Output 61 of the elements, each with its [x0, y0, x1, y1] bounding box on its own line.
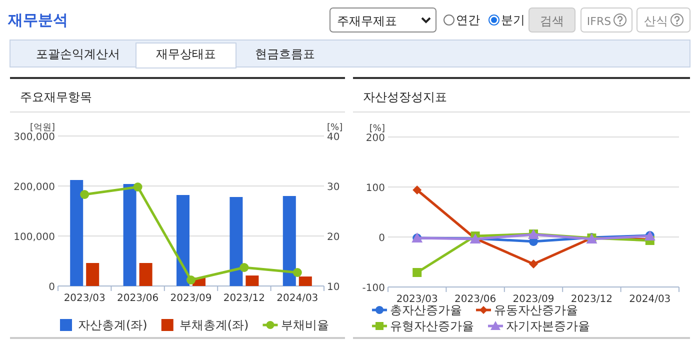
- point: [412, 186, 422, 194]
- text: 연간: [456, 13, 480, 27]
- chart-title: 자산성장성지표: [363, 90, 447, 104]
- y-tick-label: 300,000: [14, 132, 55, 143]
- bar: [246, 276, 259, 286]
- legend-label: 자산총계(좌): [78, 318, 148, 332]
- y-tick-label: 100: [366, 183, 385, 194]
- legend-label: 유동자산증가율: [494, 303, 578, 317]
- y-tick-label: 0: [48, 282, 55, 293]
- point: [412, 268, 422, 277]
- y-axis-title: [%]: [369, 124, 385, 134]
- text: 포괄손익계산서: [36, 47, 120, 61]
- y2-tick-label: 30: [327, 182, 340, 193]
- point: [240, 263, 249, 272]
- bar: [123, 184, 136, 286]
- point: [133, 182, 142, 192]
- point: [292, 268, 302, 277]
- legend-label: 총자산증가율: [390, 303, 462, 317]
- bar: [86, 263, 100, 286]
- text: IFRS: [586, 15, 612, 28]
- y-axis-title: [억원]: [30, 123, 55, 133]
- x-tick-label: 2023/03: [396, 294, 438, 305]
- y-tick-label: 200: [366, 133, 385, 144]
- y2-tick-label: 40: [327, 132, 340, 143]
- x-tick-label: 2023/09: [512, 294, 554, 305]
- legend-label: 유형자산증가율: [390, 319, 474, 333]
- text: 검색: [540, 14, 564, 28]
- text: 주재무제표: [337, 14, 397, 28]
- x-tick-label: 2024/03: [629, 294, 671, 305]
- legend-label: 부채비율: [280, 318, 329, 332]
- bar: [298, 276, 312, 286]
- point: [80, 190, 90, 199]
- bar: [176, 195, 190, 286]
- y-tick-label: 0: [378, 233, 385, 244]
- y2-tick-label: 20: [327, 232, 340, 243]
- legend-label: 자기자본증가율: [506, 319, 590, 333]
- x-tick-label: 2023/09: [170, 293, 212, 304]
- text: 재무분석: [7, 11, 68, 29]
- x-tick-label: 2024/03: [276, 293, 318, 304]
- text: 산식: [644, 14, 668, 28]
- x-tick-label: 2023/03: [64, 293, 106, 304]
- legend-label: 부채총계(좌): [179, 318, 249, 332]
- y2-tick-label: 10: [327, 282, 340, 293]
- point: [186, 276, 196, 284]
- bar: [282, 196, 296, 286]
- text: 분기: [501, 13, 525, 27]
- text: 재무상태표: [156, 47, 216, 61]
- x-tick-label: 2023/06: [454, 294, 496, 305]
- x-tick-label: 2023/12: [570, 294, 612, 305]
- y-tick-label: -100: [362, 283, 385, 294]
- y-tick-label: 100,000: [14, 232, 55, 243]
- y-tick-label: 200,000: [14, 182, 55, 193]
- chart-title: 주요재무항목: [20, 90, 92, 104]
- bar: [139, 263, 152, 286]
- point: [529, 260, 538, 268]
- bar: [70, 180, 84, 286]
- text: 현금흐름표: [255, 47, 315, 61]
- bar: [230, 197, 243, 286]
- x-tick-label: 2023/06: [117, 293, 159, 304]
- x-tick-label: 2023/12: [223, 293, 265, 304]
- y2-axis-title: [%]: [327, 123, 343, 133]
